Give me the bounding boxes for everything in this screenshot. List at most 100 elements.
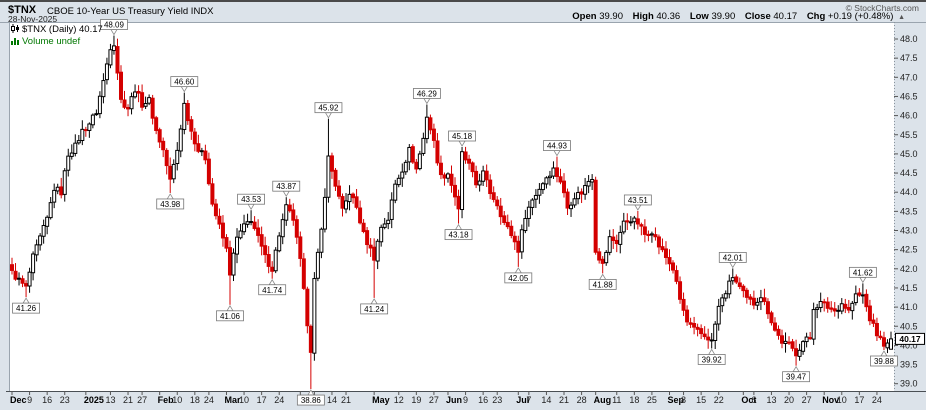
candle-body <box>301 258 306 289</box>
price-annotation-box <box>272 180 301 192</box>
candle-body <box>312 278 317 354</box>
y-axis-label: 41.5 <box>900 283 918 293</box>
price-annotation-box <box>870 355 898 367</box>
candle-body <box>579 191 584 195</box>
candle-body <box>850 302 855 312</box>
x-axis-label: Feb <box>158 395 175 405</box>
y-axis-label: 48.0 <box>900 34 918 44</box>
candle-body <box>344 200 349 210</box>
x-axis-label: Nov <box>822 395 839 405</box>
candle-body <box>227 247 232 276</box>
candle-body <box>375 240 380 262</box>
candle-body <box>97 95 102 115</box>
price-annotation-box <box>258 284 287 296</box>
candle-body <box>329 155 334 172</box>
candle-body <box>523 218 528 232</box>
candle-body <box>790 341 795 349</box>
y-axis-label: 42.0 <box>900 264 918 274</box>
last-price-box <box>895 332 925 345</box>
candle-body <box>502 215 507 223</box>
x-axis-label: 24 <box>872 395 882 405</box>
chart-date: 28-Nov-2025 <box>8 14 58 24</box>
candle-body <box>280 219 285 238</box>
candle-body <box>192 131 197 145</box>
candle-body <box>713 323 718 341</box>
candle-body <box>723 293 728 299</box>
candle-body <box>365 230 370 246</box>
candle-body <box>189 119 194 132</box>
candle-body <box>660 246 665 251</box>
legend-volume-line: Volume undef <box>22 36 81 47</box>
candle-body <box>150 97 155 119</box>
price-annotation-box <box>12 302 40 314</box>
x-axis-label: 13 <box>105 395 115 405</box>
candle-body <box>319 228 324 253</box>
candle-body <box>832 308 837 312</box>
price-annotation-text: 48.09 <box>104 21 125 30</box>
candle-body <box>59 186 64 196</box>
price-annotation-text: 46.60 <box>174 78 195 87</box>
candle-body <box>210 183 215 205</box>
candle-body <box>196 143 201 152</box>
price-annotation-box <box>170 76 199 88</box>
x-axis-label: 21 <box>123 395 133 405</box>
candle-body <box>755 301 760 306</box>
candle-body <box>597 251 602 261</box>
candle-body <box>772 322 777 331</box>
candle-body <box>463 151 468 161</box>
candle-body <box>685 309 690 323</box>
candle-body <box>73 142 78 154</box>
price-annotation-box <box>296 394 325 406</box>
candle-body <box>635 218 640 225</box>
price-annotation-text: 41.06 <box>220 312 241 321</box>
candle-body <box>111 45 116 52</box>
candle-body <box>639 224 644 227</box>
price-annotation-text: 41.26 <box>16 304 37 313</box>
candle-body <box>55 186 60 192</box>
candle-body <box>308 325 313 353</box>
candle-body <box>66 155 71 171</box>
candle-body <box>727 280 732 295</box>
x-axis-label: 13 <box>766 395 776 405</box>
x-axis-label: 7 <box>526 395 531 405</box>
candle-body <box>445 173 450 179</box>
candle-body <box>843 303 848 309</box>
candlestick-chart-icon <box>11 24 20 36</box>
candle-body <box>853 293 858 304</box>
candle-body <box>291 209 296 221</box>
y-axis-label: 43.0 <box>900 226 918 236</box>
candle-body <box>266 254 271 267</box>
candle-body <box>572 198 577 206</box>
candle-body <box>294 219 299 238</box>
candle-body <box>744 289 749 298</box>
candle-body <box>526 206 531 219</box>
candle-body <box>69 152 74 157</box>
candle-body <box>379 226 384 243</box>
x-axis-label: 21 <box>341 395 351 405</box>
candle-body <box>17 277 22 280</box>
x-axis-label: Dec <box>10 395 27 405</box>
candle-body <box>182 102 187 131</box>
candle-body <box>393 183 398 201</box>
x-axis-label: 9 <box>463 395 468 405</box>
candle-body <box>885 342 890 349</box>
candle-body <box>52 189 57 203</box>
candle-body <box>604 251 609 264</box>
price-annotation-box <box>448 130 476 142</box>
candle-body <box>481 170 486 182</box>
close-label: Close <box>744 11 771 22</box>
candle-body <box>403 161 408 173</box>
x-axis-label: 28 <box>577 395 587 405</box>
candle-body <box>256 227 261 236</box>
candle-body <box>878 335 883 339</box>
x-axis-label: Oct <box>741 395 756 405</box>
candle-body <box>765 301 770 315</box>
candle-body <box>646 233 651 237</box>
candle-body <box>583 185 588 195</box>
x-axis-label: 21 <box>559 395 569 405</box>
candle-body <box>808 337 813 340</box>
candle-body <box>751 297 756 306</box>
candle-body <box>199 150 204 153</box>
x-axis-label: 27 <box>802 395 812 405</box>
